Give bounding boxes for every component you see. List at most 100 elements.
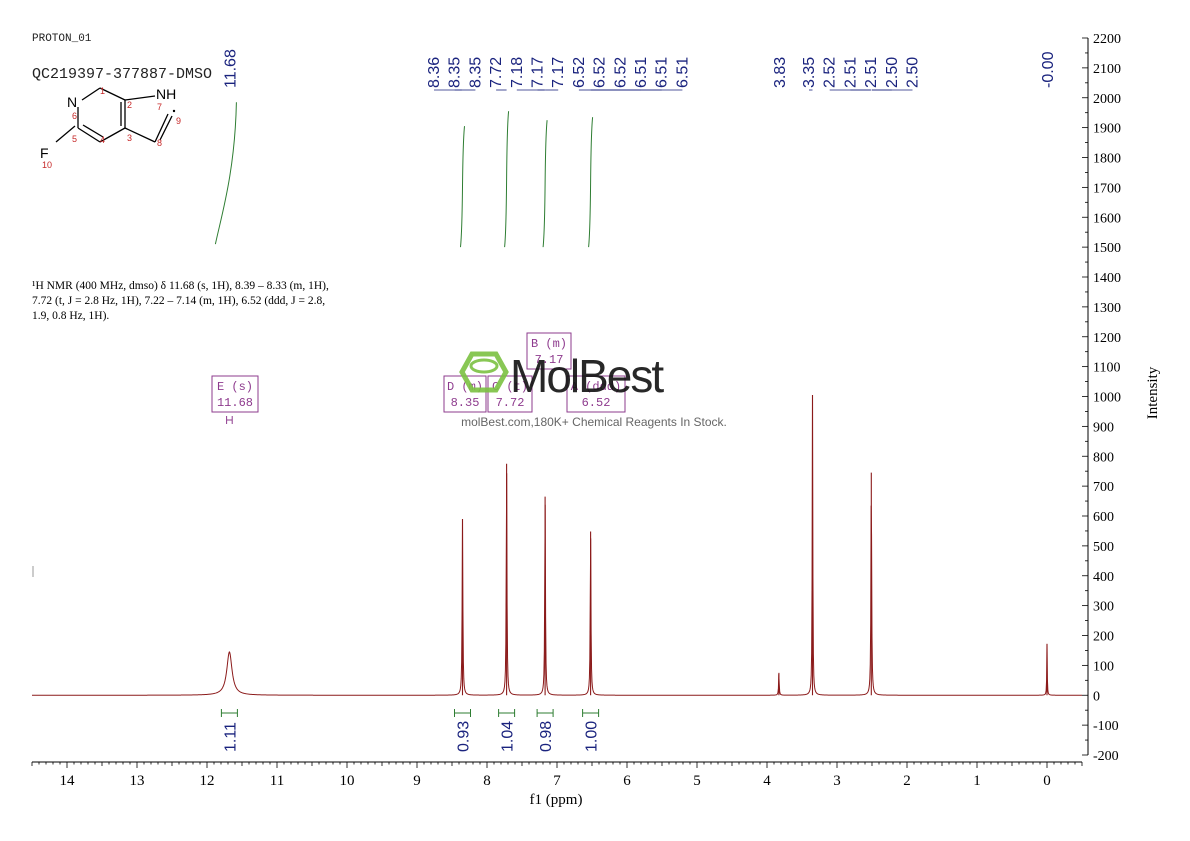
watermark-brand: MolBest: [510, 350, 664, 402]
atom-number-6: 6: [72, 111, 77, 121]
integral-markers: 1.11 0.93 1.04 0.98 1.00: [220, 709, 601, 752]
spectrum-line: [32, 394, 1082, 696]
integral-value: 1.00: [584, 721, 601, 752]
y-tick-label: 400: [1093, 570, 1114, 585]
peak-label: 7.18: [509, 57, 526, 88]
atom-number-8: 8: [157, 138, 162, 148]
peak-label: -0.00: [1040, 51, 1057, 88]
integral-value: 0.93: [456, 721, 473, 752]
integral-value: 1.11: [222, 722, 239, 752]
x-axis: 14 13 12 11 10 9 8 7 6 5 4 3 2 1 0: [31, 761, 1083, 789]
atom-number-3: 3: [127, 133, 132, 143]
atom-number-7: 7: [157, 102, 162, 112]
y-tick-label: 500: [1093, 540, 1114, 555]
nmr-description: ¹H NMR (400 MHz, dmso) δ 11.68 (s, 1H), …: [32, 280, 329, 322]
peak-label: 8.35: [467, 57, 484, 88]
atom-number-5: 5: [72, 134, 77, 144]
peak-label: 8.36: [426, 57, 443, 88]
y-tick-label: -200: [1093, 749, 1119, 764]
atom-f: F: [40, 145, 49, 161]
sample-id: QC219397-377887-DMSO: [32, 66, 212, 83]
y-tick-label: 0: [1093, 689, 1100, 704]
integral-curves: [214, 102, 594, 248]
peak-labels: 11.68 8.36 8.35 8.35 7.72 7.18 7.17 7.17 6.52 6.5…: [222, 49, 1057, 91]
x-axis-title: f1 (ppm): [530, 792, 583, 808]
peak-label: 3.35: [801, 57, 818, 88]
x-tick-label: 14: [60, 773, 76, 789]
y-tick-label: 1500: [1093, 241, 1121, 256]
multiplet-shift: 11.68: [217, 396, 253, 410]
y-tick-label: 700: [1093, 480, 1114, 495]
peak-label: 6.51: [654, 57, 671, 88]
x-tick-label: 4: [763, 773, 771, 789]
molecule-structure: N NH F 1 2 3 4 5 6 7 8 9 10: [40, 86, 181, 170]
y-tick-label: 1600: [1093, 211, 1121, 226]
integral-bracket: [536, 709, 554, 717]
atom-n: N: [67, 94, 77, 110]
x-tick-label: 9: [413, 773, 421, 789]
multiplet-box: [487, 375, 533, 413]
y-axis: 2200210020001900180017001600150014001300…: [1082, 32, 1121, 764]
peak-label: 8.35: [447, 57, 464, 88]
multiplet-box: [526, 332, 572, 370]
multiplet-range: [226, 416, 233, 424]
y-tick-label: 1300: [1093, 301, 1121, 316]
integral-bracket: [220, 709, 238, 717]
y-tick-label: 2000: [1093, 92, 1121, 107]
integral-curve: [504, 111, 510, 248]
multiplet-shift: 7.17: [535, 353, 564, 367]
y-tick-label: 1100: [1093, 361, 1120, 376]
description-line-1: ¹H NMR (400 MHz, dmso) δ 11.68 (s, 1H), …: [32, 280, 329, 292]
atom-number-2: 2: [127, 100, 132, 110]
watermark-tagline: molBest.com,180K+ Chemical Reagents In S…: [461, 415, 727, 429]
x-tick-label: 8: [483, 773, 491, 789]
multiplet-shift: 6.52: [582, 396, 611, 410]
integral-curve: [214, 102, 237, 245]
atom-number-1: 1: [100, 86, 105, 96]
peak-label: 6.52: [571, 57, 588, 88]
integral-curve: [460, 126, 465, 248]
integral-bracket: [498, 709, 516, 717]
integral-value: 0.98: [538, 721, 555, 752]
x-tick-label: 13: [130, 773, 145, 789]
y-tick-label: 1800: [1093, 152, 1121, 167]
watermark: MolBest molBest.com,180K+ Chemical Reage…: [459, 350, 727, 429]
peak-label: 7.72: [488, 57, 505, 88]
atom-number-4: 4: [100, 135, 105, 145]
y-axis-title: Intensity: [1145, 366, 1161, 419]
peak-label: 6.52: [612, 57, 629, 88]
peak-label: 2.50: [884, 57, 901, 88]
peak-label: 6.52: [592, 57, 609, 88]
y-tick-label: 100: [1093, 659, 1114, 674]
atom-number-10: 10: [42, 160, 52, 170]
integral-value: 1.04: [500, 721, 517, 752]
x-tick-label: 12: [200, 773, 215, 789]
multiplet-label: B (m): [531, 337, 567, 351]
multiplet-box: [211, 375, 259, 413]
y-tick-label: -100: [1093, 719, 1119, 734]
integral-bracket: [454, 709, 471, 717]
peak-label: 6.51: [633, 57, 650, 88]
y-tick-label: 2100: [1093, 62, 1121, 77]
x-tick-label: 11: [270, 773, 284, 789]
description-line-2: 7.72 (t, J = 2.8 Hz, 1H), 7.22 – 7.14 (m…: [32, 295, 325, 307]
multiplet-shift: 8.35: [451, 396, 480, 410]
y-tick-label: 200: [1093, 630, 1114, 645]
atom-nh: NH: [156, 86, 176, 102]
x-tick-label: 6: [623, 773, 631, 789]
integral-bracket: [582, 709, 600, 717]
peak-label: 11.68: [222, 49, 239, 88]
y-tick-label: 900: [1093, 420, 1114, 435]
peak-label: 6.51: [674, 57, 691, 88]
y-tick-label: 1700: [1093, 181, 1121, 196]
y-tick-label: 600: [1093, 510, 1114, 525]
x-tick-label: 1: [973, 773, 981, 789]
peak-label: 2.51: [842, 57, 859, 88]
peak-label: 2.52: [822, 57, 839, 88]
peak-label: 7.17: [530, 57, 547, 88]
x-tick-label: 10: [340, 773, 355, 789]
peak-label: 7.17: [550, 57, 567, 88]
x-tick-label: 2: [903, 773, 911, 789]
watermark-logo-icon: [459, 351, 509, 393]
